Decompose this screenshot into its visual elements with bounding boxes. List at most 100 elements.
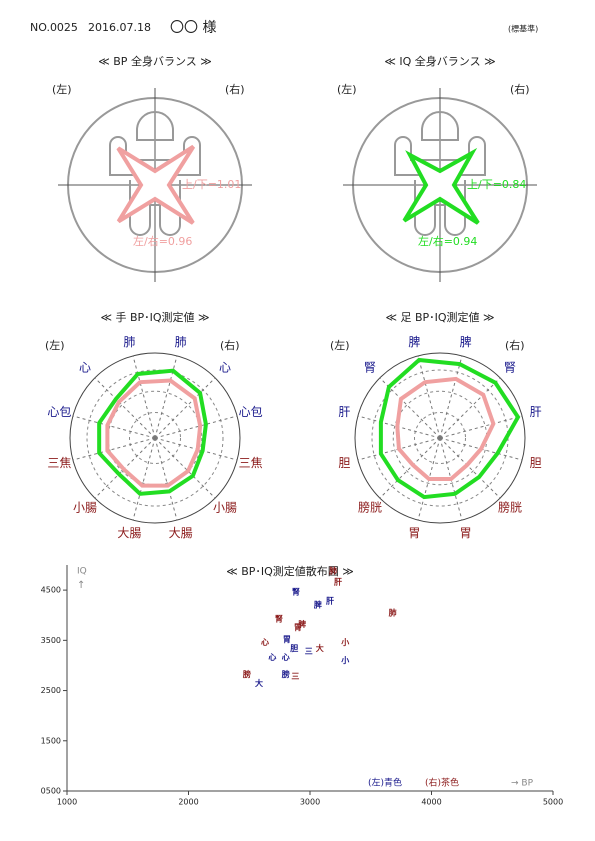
point-label: 大 <box>255 678 263 688</box>
legend-entry: (左)青色 <box>368 777 402 789</box>
category-label: 三焦 <box>47 456 71 470</box>
point-label: 肝 <box>326 597 334 606</box>
report-date: 2016.07.18 <box>88 21 151 34</box>
point-label: 膀 <box>281 669 290 679</box>
y-axis-arrow: ↑ <box>77 580 85 591</box>
side-label: (右) <box>225 82 245 96</box>
y-axis-label: IQ <box>77 567 87 577</box>
side-label: (左) <box>337 83 357 96</box>
category-label: 小腸 <box>213 501 237 515</box>
spoke <box>439 437 501 499</box>
x-tick-label: 4000 <box>421 798 441 807</box>
spoke <box>379 377 441 439</box>
side-label: (右) <box>505 338 525 352</box>
category-label: 肝 <box>338 405 350 419</box>
radar-line <box>378 357 521 500</box>
balance-star <box>116 144 196 225</box>
spoke <box>439 415 523 439</box>
chart-title: ≪ 足 BP･IQ測定値 ≫ <box>385 310 494 324</box>
y-tick-label: 0500 <box>41 787 61 796</box>
spoke <box>439 377 501 439</box>
spoke <box>94 377 156 439</box>
side-label: (左) <box>45 339 65 352</box>
balance-star <box>402 147 480 225</box>
category-label: 肺 <box>123 335 135 349</box>
chart-title: ≪ IQ 全身バランス ≫ <box>384 54 495 68</box>
point-label: 肝 <box>334 578 342 587</box>
category-label: 腎 <box>364 360 376 374</box>
point-label: 肺 <box>329 566 337 576</box>
point-label: 心 <box>261 637 269 647</box>
chart-title: ≪ BP 全身バランス ≫ <box>98 54 211 68</box>
point-label: 三 <box>291 672 299 681</box>
radar-line <box>105 378 203 488</box>
spoke <box>154 377 216 439</box>
point-label: 膀 <box>242 669 251 679</box>
category-label: 肺 <box>175 335 187 349</box>
ratio-label: 左/右=0.96 <box>133 234 192 248</box>
category-label: 腎 <box>504 360 516 374</box>
radar-line <box>97 368 208 496</box>
point-label: 脾 <box>297 619 306 629</box>
category-label: 脾 <box>460 334 472 349</box>
spoke <box>154 415 238 439</box>
category-label: 三焦 <box>239 456 263 470</box>
side-label: (左) <box>330 339 350 352</box>
point-label: 心 <box>282 652 290 662</box>
side-label: (右) <box>220 338 240 352</box>
spoke <box>72 415 156 439</box>
y-tick-label: 4500 <box>41 586 61 595</box>
ring <box>414 412 466 464</box>
category-label: 脾 <box>408 334 420 349</box>
spoke <box>154 437 178 521</box>
point-label: 小 <box>340 637 349 647</box>
chart-title: ≪ 手 BP･IQ測定値 ≫ <box>100 310 209 324</box>
category-label: 心包 <box>239 405 263 419</box>
spoke <box>132 355 156 439</box>
point-label: 脾 <box>313 600 322 610</box>
category-label: 膀胱 <box>358 500 382 515</box>
ring <box>129 412 181 464</box>
category-label: 胃 <box>408 526 420 540</box>
spoke <box>379 437 441 499</box>
point-label: 肺 <box>389 608 397 618</box>
standard-note: (標基準) <box>508 24 538 34</box>
point-label: 胃 <box>294 623 302 632</box>
category-label: 心包 <box>47 405 71 419</box>
spoke <box>72 437 156 461</box>
report-number: NO.0025 <box>30 21 78 34</box>
side-label: (右) <box>510 82 530 96</box>
radar-line <box>395 376 496 482</box>
point-label: 胃 <box>283 635 291 644</box>
ratio-label: 上/下=0.84 <box>467 178 526 191</box>
category-label: 心 <box>79 360 91 374</box>
point-label: 心 <box>268 652 276 662</box>
category-label: 膀胱 <box>498 500 522 515</box>
category-label: 胃 <box>460 526 472 540</box>
point-label: 腎 <box>275 614 283 624</box>
point-label: 大 <box>316 643 324 653</box>
x-tick-label: 1000 <box>57 798 77 807</box>
point-label: 胆 <box>290 644 298 653</box>
point-label: 小 <box>340 655 349 665</box>
category-label: 小腸 <box>73 501 97 515</box>
y-tick-label: 3500 <box>41 636 61 645</box>
x-tick-label: 5000 <box>543 798 563 807</box>
ring <box>86 369 224 507</box>
legend-entry: (右)茶色 <box>425 777 459 789</box>
chart-title: ≪ BP･IQ測定値散布図 ≫ <box>226 564 354 578</box>
category-label: 大腸 <box>117 526 141 540</box>
x-axis-label: → BP <box>511 779 534 789</box>
outline-circle <box>354 352 526 524</box>
category-label: 胆 <box>338 456 350 470</box>
ratio-label: 上/下=1.01 <box>182 178 241 191</box>
category-label: 心 <box>219 360 231 374</box>
ratio-label: 左/右=0.94 <box>418 234 477 248</box>
category-label: 肝 <box>530 405 542 419</box>
spoke <box>154 355 178 439</box>
point-label: 腎 <box>292 587 300 597</box>
category-label: 大腸 <box>169 526 193 540</box>
x-tick-label: 2000 <box>178 798 198 807</box>
y-tick-label: 2500 <box>41 686 61 695</box>
